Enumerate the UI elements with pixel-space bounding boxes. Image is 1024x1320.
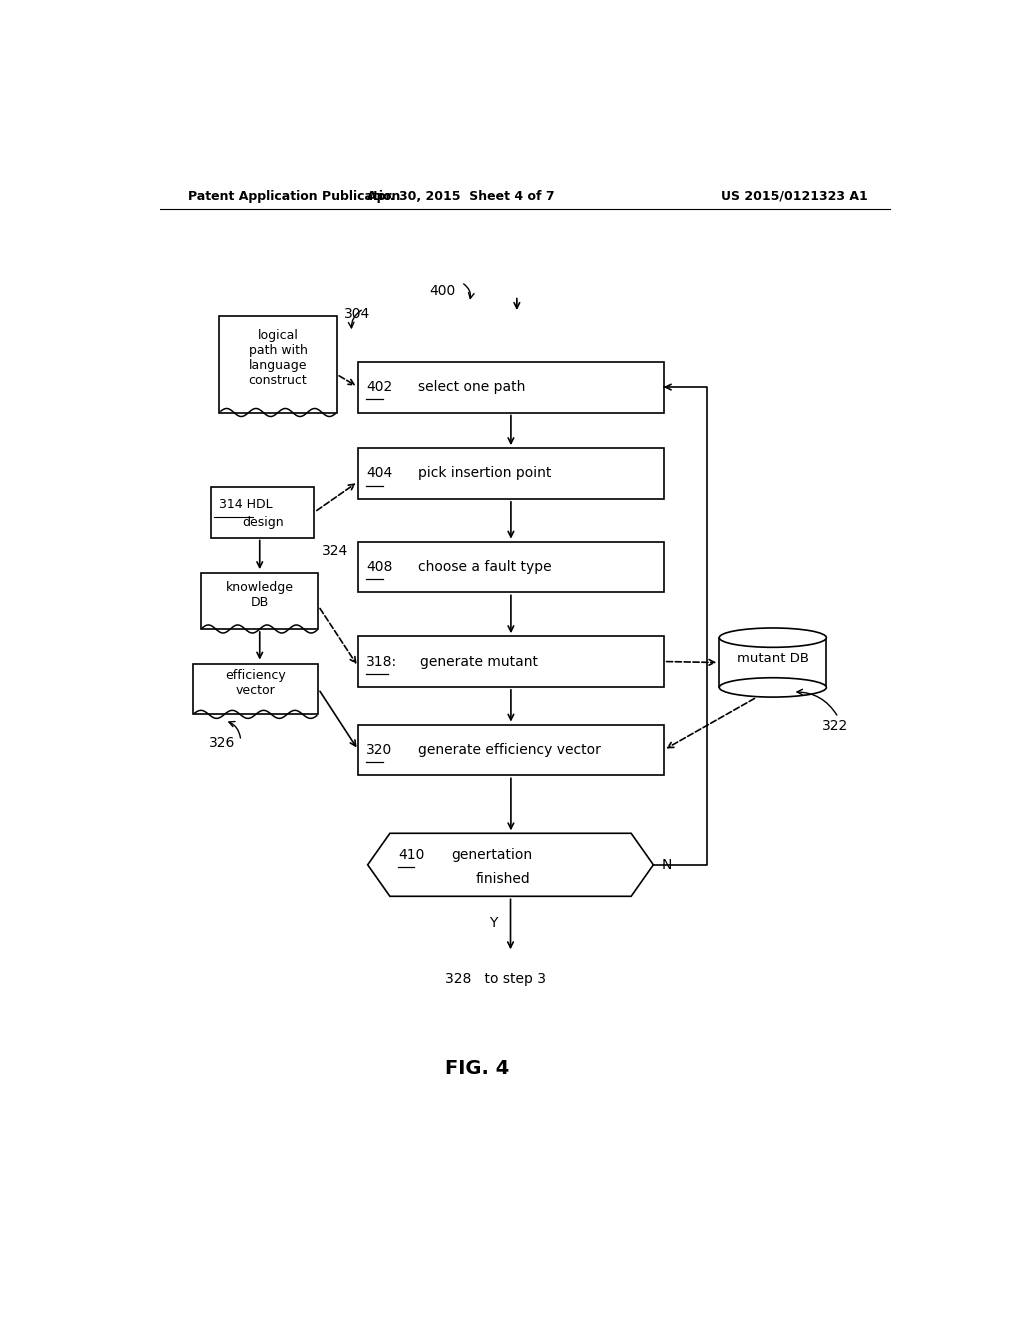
Text: 328   to step 3: 328 to step 3 (445, 972, 547, 986)
FancyBboxPatch shape (201, 573, 318, 630)
Text: 314 HDL: 314 HDL (219, 499, 272, 511)
Text: Y: Y (488, 916, 498, 929)
Text: pick insertion point: pick insertion point (418, 466, 551, 480)
Text: 400: 400 (430, 284, 456, 297)
Text: 322: 322 (822, 718, 849, 733)
Text: choose a fault type: choose a fault type (418, 560, 551, 574)
Text: Patent Application Publication: Patent Application Publication (187, 190, 400, 202)
FancyBboxPatch shape (358, 725, 664, 775)
Text: mutant DB: mutant DB (737, 652, 809, 665)
Text: FIG. 4: FIG. 4 (445, 1059, 509, 1077)
Text: finished: finished (475, 873, 530, 886)
Text: 320: 320 (367, 743, 392, 756)
Text: design: design (242, 516, 284, 529)
FancyBboxPatch shape (358, 362, 664, 412)
Polygon shape (368, 833, 653, 896)
Text: genertation: genertation (451, 847, 532, 862)
Text: 410: 410 (397, 847, 424, 862)
FancyBboxPatch shape (211, 487, 314, 537)
Text: 404: 404 (367, 466, 392, 480)
Text: efficiency
vector: efficiency vector (225, 669, 286, 697)
Text: logical
path with
language
construct: logical path with language construct (249, 329, 307, 387)
FancyBboxPatch shape (219, 315, 337, 412)
FancyBboxPatch shape (194, 664, 318, 714)
Text: Apr. 30, 2015  Sheet 4 of 7: Apr. 30, 2015 Sheet 4 of 7 (368, 190, 555, 202)
FancyBboxPatch shape (358, 636, 664, 686)
FancyBboxPatch shape (358, 447, 664, 499)
FancyBboxPatch shape (719, 638, 826, 688)
Text: 318:: 318: (367, 655, 397, 668)
Text: N: N (662, 858, 672, 871)
Text: knowledge
DB: knowledge DB (225, 581, 294, 609)
Text: US 2015/0121323 A1: US 2015/0121323 A1 (721, 190, 868, 202)
FancyBboxPatch shape (358, 541, 664, 593)
Text: 408: 408 (367, 560, 392, 574)
Text: 304: 304 (344, 308, 370, 321)
Text: generate efficiency vector: generate efficiency vector (418, 743, 600, 756)
Text: 324: 324 (323, 544, 349, 558)
Text: generate mutant: generate mutant (420, 655, 538, 668)
Text: 402: 402 (367, 380, 392, 395)
Ellipse shape (719, 677, 826, 697)
Text: select one path: select one path (418, 380, 525, 395)
Text: 326: 326 (209, 735, 236, 750)
Ellipse shape (719, 628, 826, 647)
